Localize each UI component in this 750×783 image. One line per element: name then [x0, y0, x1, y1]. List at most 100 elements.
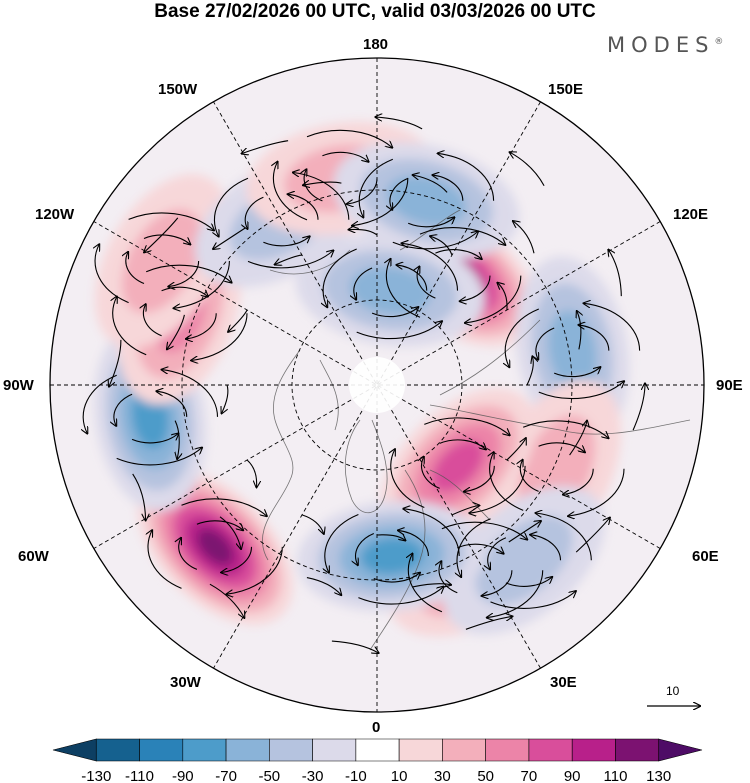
wind-streamlines	[83, 117, 645, 653]
coastline-north-america	[262, 349, 339, 561]
lon-label-30e: 30E	[550, 674, 577, 691]
wind-arrow	[538, 381, 624, 400]
wind-arrow	[148, 530, 182, 589]
wind-arrow	[174, 260, 230, 308]
wind-arrow	[376, 535, 405, 541]
lon-label-150w: 150W	[158, 81, 198, 98]
lon-label-150e: 150E	[548, 81, 584, 98]
wind-arrow	[505, 577, 552, 587]
wind-arrow	[513, 221, 535, 254]
wind-arrow	[245, 196, 264, 229]
wind-arrow	[422, 457, 440, 489]
wind-arrow	[273, 162, 308, 221]
wind-arrow	[219, 516, 241, 549]
wind-arrow	[424, 417, 509, 435]
wind-arrow	[168, 260, 200, 287]
colorbar-segment	[355, 738, 400, 762]
wind-arrow	[325, 513, 359, 573]
wind-arrow	[435, 249, 481, 259]
wind-arrow	[579, 325, 610, 351]
wind-arrow	[490, 452, 524, 511]
colorbar-tick-label: 30	[434, 768, 451, 783]
wind-arrow	[196, 520, 243, 530]
wind-arrow	[465, 616, 512, 630]
wind-arrow	[322, 151, 368, 161]
wind-arrow	[490, 591, 576, 609]
wind-arrow	[306, 129, 392, 147]
wind-arrow	[608, 250, 622, 297]
lon-label-60e: 60E	[692, 548, 719, 565]
wind-arrow	[301, 514, 324, 534]
wind-arrow	[563, 468, 594, 495]
wind-arrow	[451, 506, 479, 516]
wind-arrow	[131, 434, 178, 444]
lon-label-60w: 60W	[18, 548, 49, 565]
wind-arrow	[373, 573, 420, 583]
colorbar-segment	[398, 738, 443, 762]
colorbar-tick-label: -10	[345, 768, 367, 783]
wind-arrow	[568, 468, 625, 516]
wind-arrow	[247, 251, 333, 269]
coastline-greenland	[344, 419, 388, 513]
wind-arrow	[407, 217, 454, 228]
wind-arrow	[359, 158, 394, 217]
colorbar-tick-label: -90	[172, 768, 194, 783]
wind-arrow	[439, 561, 458, 594]
wind-arrow	[221, 546, 253, 573]
wind-arrow	[632, 384, 645, 431]
wind-arrow	[128, 212, 214, 230]
pole-cap	[349, 357, 405, 413]
wind-arrow	[419, 227, 505, 245]
wind-arrow	[331, 640, 379, 653]
wind-arrow	[417, 267, 436, 299]
colorbar-tick-label: -50	[258, 768, 280, 783]
wind-arrow	[175, 420, 179, 459]
colorbar-segment	[52, 738, 97, 762]
wind-arrow	[109, 339, 122, 387]
wind-arrow	[275, 254, 303, 264]
colorbar-segment	[312, 738, 357, 762]
wind-arrow	[214, 177, 249, 236]
wind-arrow	[83, 374, 117, 433]
wind-arrow	[157, 391, 188, 417]
lon-label-0: 0	[372, 719, 381, 736]
colorbar-segment	[485, 738, 530, 762]
wind-arrow	[376, 117, 423, 130]
wind-arrow	[371, 307, 418, 318]
wind-arrow	[167, 314, 185, 349]
colorbar-segment	[269, 738, 313, 762]
wind-arrow	[397, 265, 428, 291]
colorbar-tick-label: -110	[125, 768, 154, 783]
colorbar-segment	[571, 738, 616, 762]
wind-arrow	[498, 283, 508, 311]
colorbar-segment	[528, 738, 573, 762]
modes-logo: MODES®	[607, 33, 723, 57]
wind-arrow	[469, 465, 526, 513]
map-border	[49, 57, 705, 713]
colorbar-segment	[95, 738, 140, 762]
anomaly-contour	[548, 310, 597, 391]
wind-arrow	[347, 178, 378, 204]
wind-arrow	[227, 546, 283, 594]
colorbar-tick-label: 110	[604, 768, 628, 783]
wind-arrow	[413, 175, 448, 193]
lon-label-180: 180	[363, 36, 389, 53]
colorbar-segment	[225, 738, 270, 762]
wind-arrow	[508, 521, 541, 543]
colorbar-segment	[182, 738, 227, 762]
wind-arrow	[538, 442, 585, 452]
wind-arrow	[439, 439, 486, 449]
wind-arrow	[464, 465, 495, 492]
colorbar-segment	[442, 738, 486, 762]
polar-map	[49, 57, 705, 713]
colorbar-tick-label: -130	[81, 768, 111, 783]
wind-arrow	[553, 367, 600, 378]
wind-arrow	[526, 357, 533, 386]
wind-arrow	[358, 587, 443, 605]
anomaly-contour	[432, 440, 484, 492]
wind-arrow	[487, 570, 544, 617]
wind-arrow	[569, 421, 587, 456]
wind-arrow	[408, 554, 443, 613]
graticule	[50, 58, 704, 712]
colorbar-tick-label: -70	[215, 768, 237, 783]
